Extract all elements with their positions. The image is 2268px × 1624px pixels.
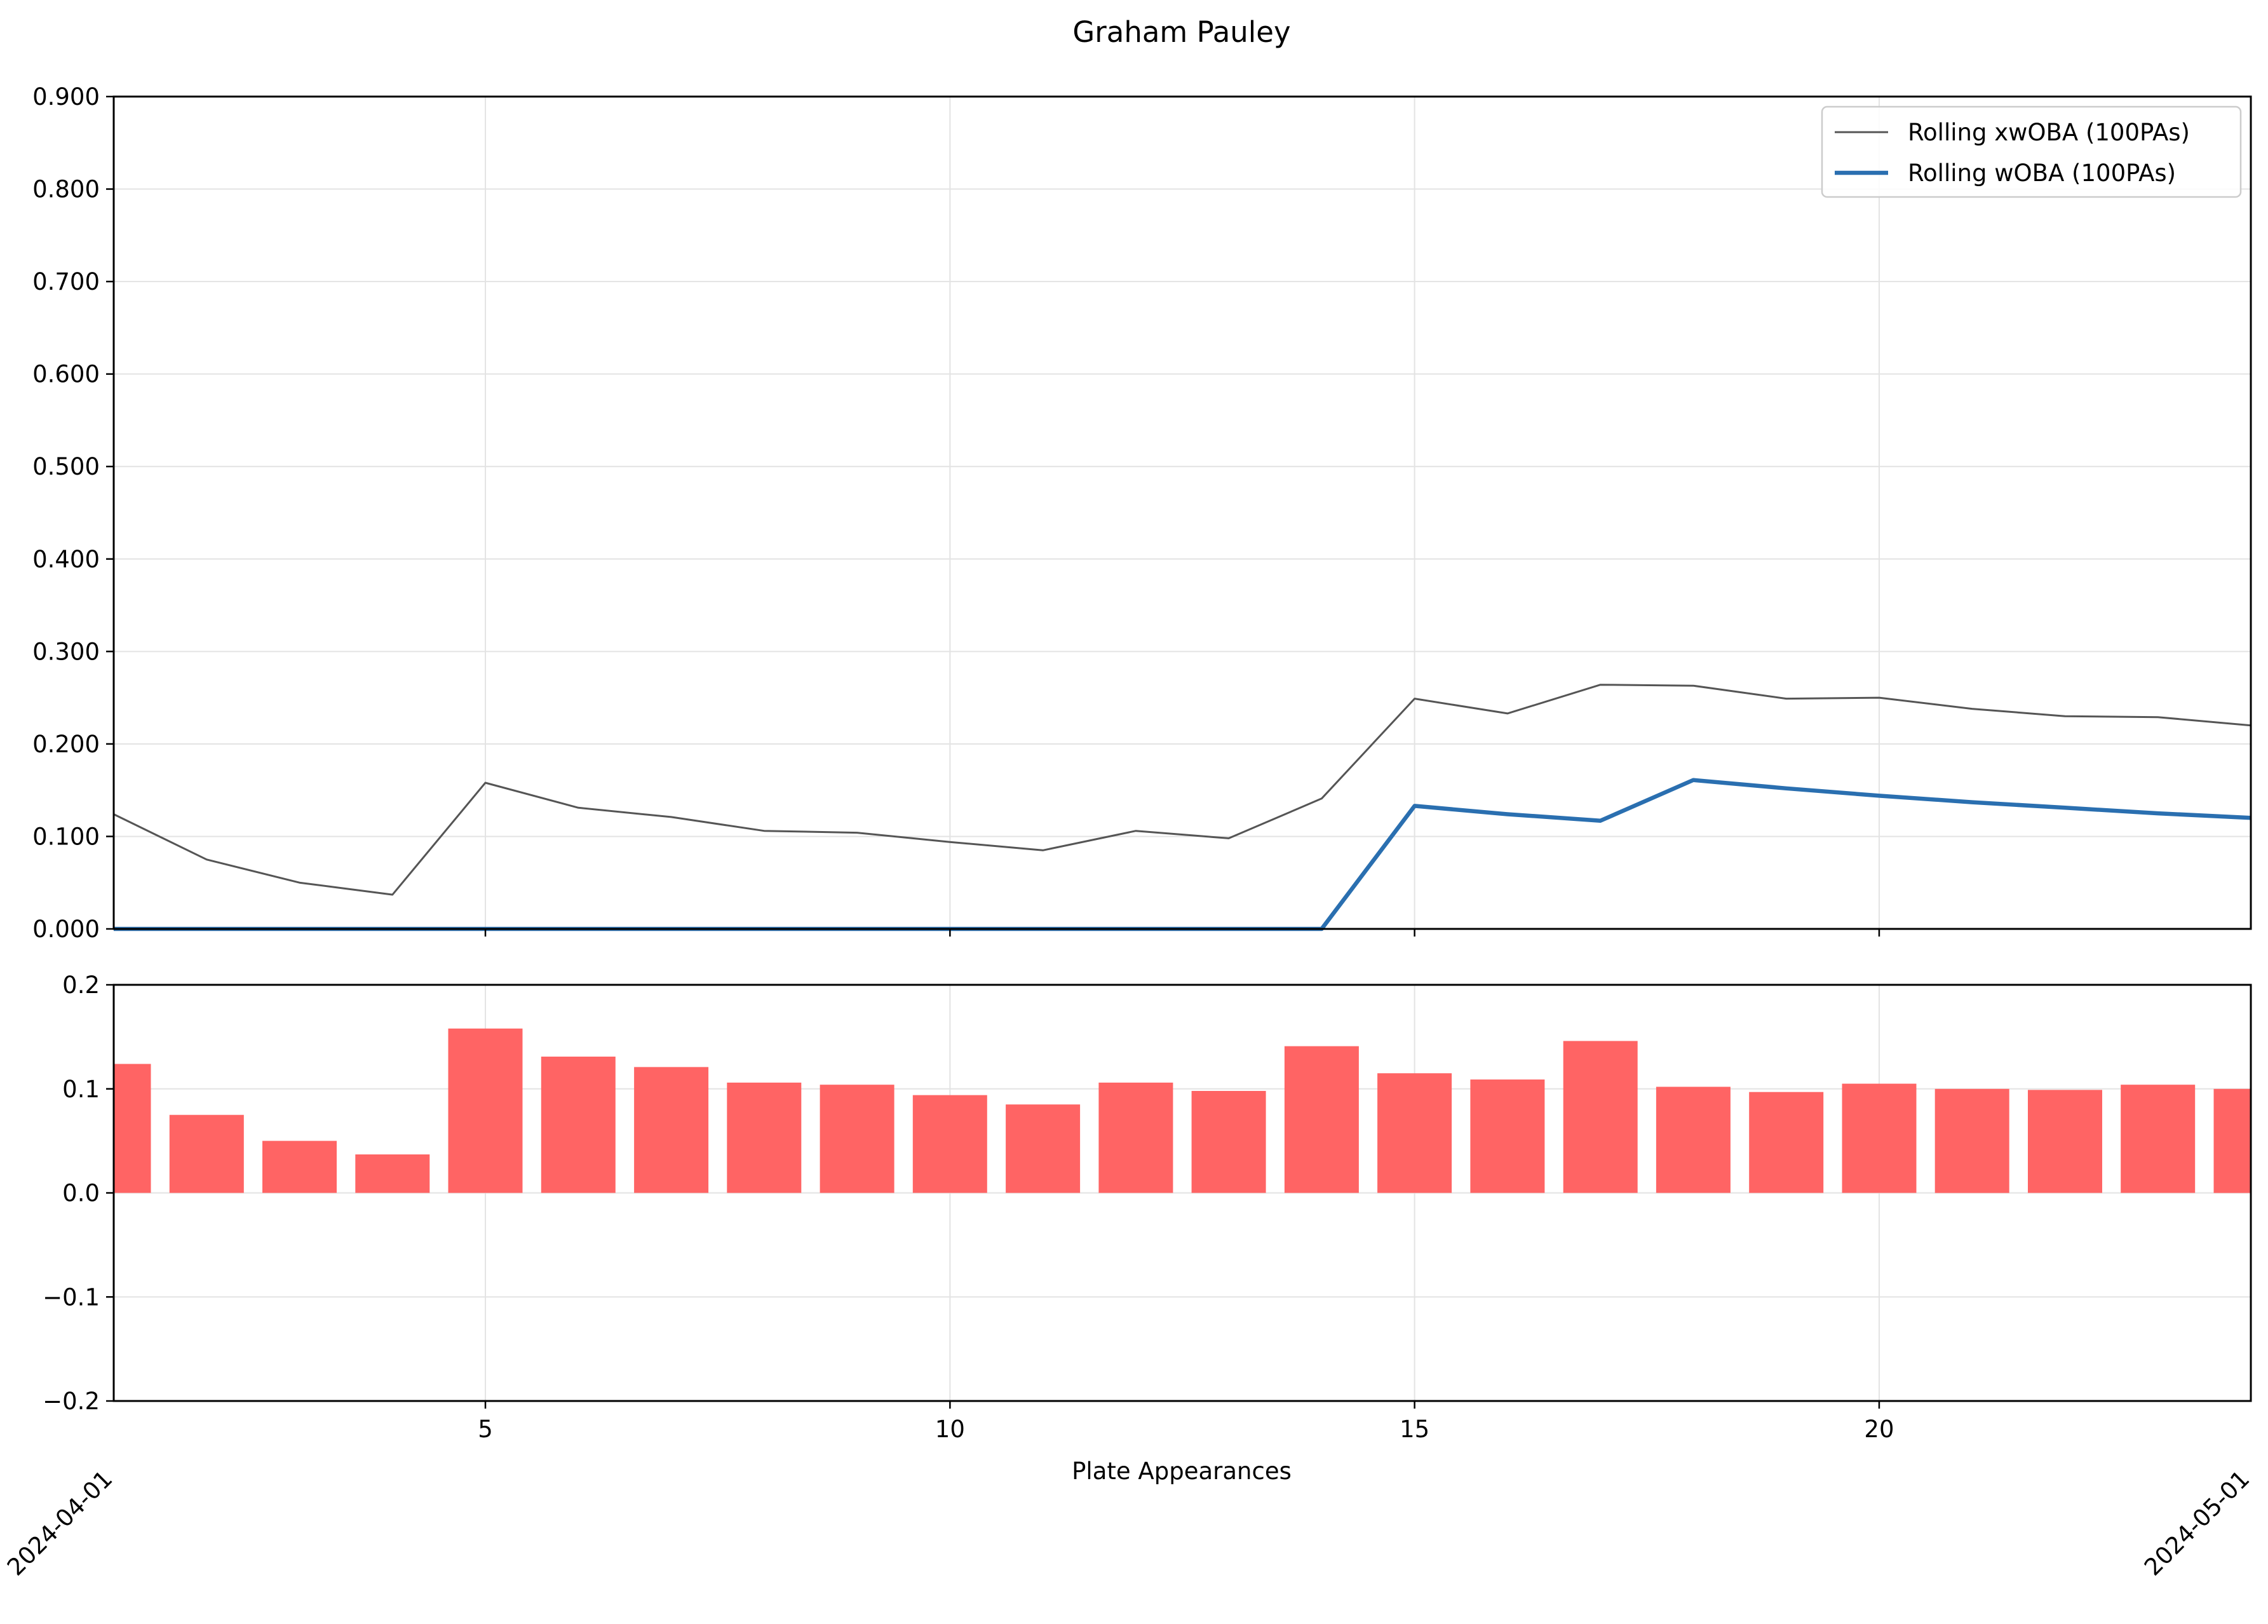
bar — [1842, 1084, 1917, 1193]
top-y-tick-label: 0.200 — [32, 731, 100, 758]
bar — [2214, 1089, 2268, 1193]
top-plot-panel: 0.000 0.100 0.200 0.300 0.400 0.500 0.600 0.700… — [32, 83, 2251, 943]
bar — [355, 1154, 429, 1193]
bar — [1935, 1089, 2009, 1193]
legend-label: Rolling xwOBA (100PAs) — [1908, 119, 2190, 146]
top-y-tick-label: 0.400 — [32, 546, 100, 573]
bar — [1098, 1083, 1173, 1193]
bottom-gridlines — [114, 985, 2251, 1401]
bar — [1749, 1092, 1823, 1193]
top-y-tick-label: 0.800 — [32, 176, 100, 203]
bar — [634, 1067, 708, 1193]
top-plot-frame — [114, 97, 2251, 929]
top-series-lines — [114, 685, 2251, 929]
top-gridlines — [114, 97, 2251, 929]
bottom-y-tick-label: −0.2 — [43, 1388, 100, 1415]
bar — [820, 1085, 894, 1193]
bar — [1656, 1087, 1731, 1193]
bar — [913, 1095, 987, 1193]
bar — [541, 1057, 616, 1193]
bottom-y-tick-label: −0.1 — [43, 1283, 100, 1311]
top-y-tick-label: 0.700 — [32, 268, 100, 295]
top-y-tick-label: 0.000 — [32, 916, 100, 943]
bottom-x-tick-label: 5 — [478, 1416, 493, 1443]
woba-line — [114, 780, 2251, 929]
xwoba-line — [114, 685, 2251, 895]
legend: Rolling xwOBA (100PAs) Rolling wOBA (100P… — [1822, 107, 2241, 197]
legend-label: Rolling wOBA (100PAs) — [1908, 159, 2176, 187]
bar — [449, 1029, 523, 1193]
bottom-x-tick-label: 10 — [935, 1416, 965, 1443]
bar — [1470, 1079, 1544, 1193]
bar — [2028, 1090, 2102, 1193]
top-y-tick-label: 0.500 — [32, 453, 100, 480]
bar — [1377, 1073, 1452, 1193]
bar — [727, 1083, 801, 1193]
bar — [1563, 1041, 1638, 1193]
top-y-tick-label: 0.900 — [32, 83, 100, 111]
bottom-plot-panel: 0.2 0.1 0.0 −0.1 −0.2 5 10 15 20 Plate Appearan… — [2, 971, 2268, 1581]
x-axis-label: Plate Appearances — [1072, 1458, 1292, 1485]
bottom-y-tick-label: 0.2 — [62, 971, 100, 999]
bottom-y-tick-label: 0.0 — [62, 1180, 100, 1207]
bottom-y-tick-label: 0.1 — [62, 1076, 100, 1103]
bar — [2121, 1085, 2195, 1193]
bar — [262, 1141, 337, 1193]
date-label: 2024-04-01 — [2, 1465, 118, 1581]
bottom-bars — [77, 1029, 2268, 1193]
bar — [1006, 1104, 1080, 1193]
top-y-axis: 0.000 0.100 0.200 0.300 0.400 0.500 0.600 0.700… — [32, 83, 114, 943]
date-label: 2024-05-01 — [2139, 1465, 2255, 1581]
top-y-tick-label: 0.100 — [32, 823, 100, 850]
top-y-tick-label: 0.300 — [32, 638, 100, 665]
bottom-y-axis: 0.2 0.1 0.0 −0.1 −0.2 — [43, 971, 114, 1415]
chart-title: Graham Pauley — [1072, 15, 1290, 49]
bottom-x-axis: 5 10 15 20 — [478, 1401, 1894, 1443]
bottom-x-tick-label: 15 — [1400, 1416, 1429, 1443]
bar — [1285, 1046, 1359, 1193]
bar — [170, 1115, 244, 1193]
bar — [1192, 1091, 1266, 1193]
top-y-tick-label: 0.600 — [32, 361, 100, 388]
bottom-x-tick-label: 20 — [1864, 1416, 1894, 1443]
